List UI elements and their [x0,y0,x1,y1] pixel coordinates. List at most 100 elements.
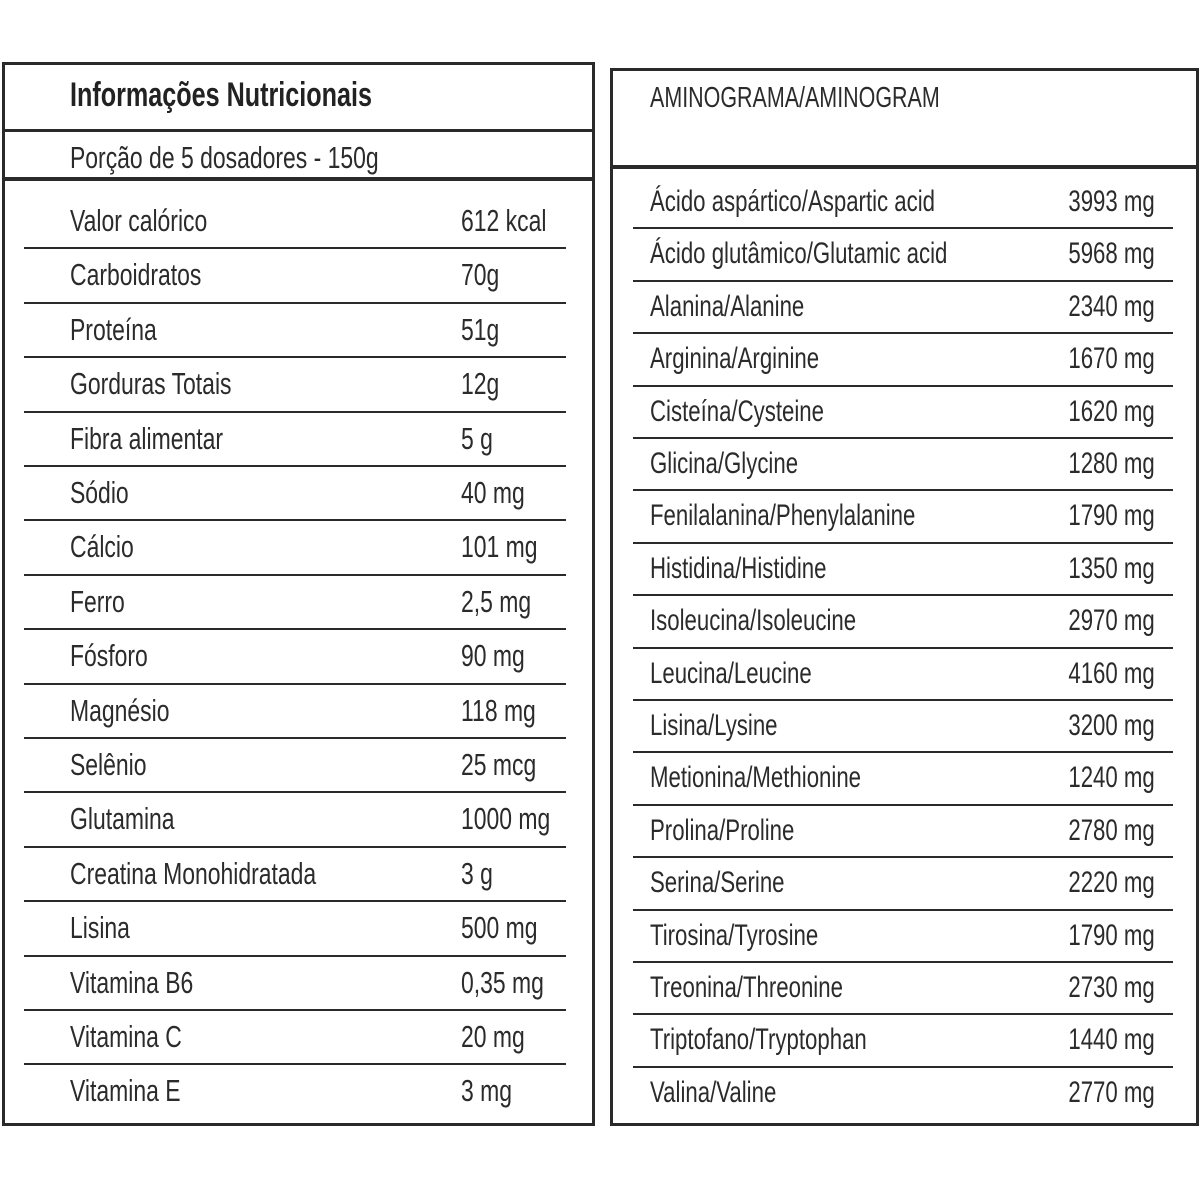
row-line [24,410,566,413]
row-line [24,682,566,685]
row-value: 612 kcal [461,203,547,238]
row-value: 3993 mg [1068,185,1155,218]
row-label: Sódio [70,475,129,510]
row-line [633,908,1173,911]
row-label: Selênio [70,747,147,782]
row-line [24,573,566,576]
row-line [633,646,1173,649]
row-label: Leucina/Leucine [650,656,812,690]
row-value: 3200 mg [1068,709,1155,742]
row-label: Lisina [70,910,130,946]
row-line [633,541,1173,544]
row-label: Triptofano/Tryptophan [650,1023,867,1057]
row-label: Ácido aspártico/Aspartic acid [650,185,936,218]
row-label: Prolina/Proline [650,813,795,847]
row-value: 101 mg [461,529,538,565]
row-label: Vitamina B6 [70,964,194,1000]
row-line [24,1009,566,1011]
row-value: 1280 mg [1068,447,1155,480]
row-line [24,465,566,467]
nutrition-subtitle: Porção de 5 dosadores - 150g [70,140,379,175]
row-line [633,437,1173,439]
divider [2,129,595,132]
row-label: Valina/Valine [650,1075,777,1109]
row-line [633,489,1173,492]
row-value: 1620 mg [1068,394,1155,428]
row-value: 51g [461,311,500,347]
row-line [24,845,566,848]
row-value: 0,35 mg [461,964,544,1000]
row-label: Gorduras Totais [70,366,232,402]
row-label: Magnésio [70,692,170,728]
row-line [24,301,566,304]
row-line [633,227,1173,230]
row-value: 2770 mg [1068,1075,1155,1109]
row-line [633,332,1173,335]
row-value: 2970 mg [1068,604,1155,638]
row-value: 3 g [461,855,493,891]
row-value: 12g [461,366,500,402]
row-line [633,803,1173,806]
row-value: 118 mg [461,692,536,728]
row-label: Treonina/Threonine [650,971,843,1004]
row-value: 1440 mg [1068,1023,1155,1057]
row-line [24,900,566,903]
row-label: Ferro [70,583,125,619]
row-line [24,954,566,957]
row-value: 2,5 mg [461,583,532,619]
row-label: Creatina Monohidratada [70,855,317,891]
row-value: 2340 mg [1068,289,1155,323]
divider [610,165,1199,169]
row-label: Glutamina [70,801,175,837]
row-line [633,699,1173,701]
aminogram-table [610,68,1199,1126]
row-label: Fenilalanina/Phenylalanine [650,499,916,533]
row-label: Metionina/Methionine [650,761,862,795]
row-label: Glicina/Glycine [650,447,799,480]
row-value: 25 mcg [461,747,537,782]
row-label: Ácido glutâmico/Glutamic acid [650,237,948,271]
row-value: 2220 mg [1068,866,1155,900]
row-label: Fósforo [70,638,148,674]
nutrition-table [2,62,595,1126]
divider [2,177,595,181]
row-line [24,737,566,739]
row-label: Alanina/Alanine [650,289,805,323]
row-value: 5 g [461,420,493,456]
row-value: 1670 mg [1068,342,1155,376]
row-label: Proteína [70,311,157,347]
row-value: 3 mg [461,1073,513,1109]
row-value: 70g [461,257,500,293]
row-line [633,1013,1173,1016]
row-label: Lisina/Lysine [650,709,778,742]
row-value: 500 mg [461,910,538,946]
row-line [633,594,1173,597]
row-value: 5968 mg [1068,237,1155,271]
row-value: 1790 mg [1068,918,1155,952]
row-value: 1240 mg [1068,761,1155,795]
row-line [24,791,566,794]
row-line [633,961,1173,963]
row-value: 40 mg [461,475,525,510]
row-value: 90 mg [461,638,525,674]
row-line [24,519,566,522]
row-line [24,247,566,250]
row-line [24,628,566,631]
row-label: Isoleucina/Isoleucine [650,604,857,638]
row-label: Cálcio [70,529,134,565]
row-line [24,356,566,359]
row-line [633,384,1173,387]
row-label: Carboidratos [70,257,202,293]
row-label: Arginina/Arginine [650,342,820,376]
row-label: Vitamina C [70,1019,182,1054]
row-label: Histidina/Histidine [650,551,827,585]
nutrition-title: Informações Nutricionais [70,76,373,114]
row-label: Fibra alimentar [70,420,223,456]
row-line [633,856,1173,859]
row-value: 1000 mg [461,801,551,837]
row-value: 4160 mg [1068,656,1155,690]
row-value: 1790 mg [1068,499,1155,533]
row-value: 2780 mg [1068,813,1155,847]
aminogram-title: AMINOGRAMA/AMINOGRAM [650,82,940,114]
row-label: Serina/Serine [650,866,785,900]
